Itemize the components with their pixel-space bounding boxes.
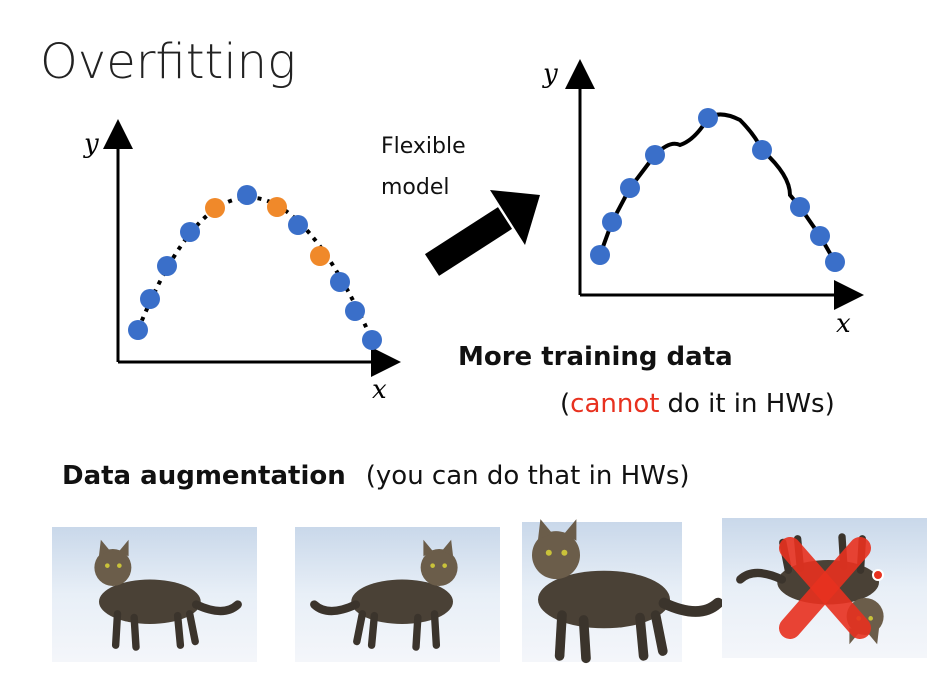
image	[722, 518, 927, 658]
y-label: y	[83, 129, 99, 159]
image	[295, 527, 500, 662]
big-arrow	[424, 207, 513, 276]
title: Overfitting	[40, 34, 296, 90]
big-arrow-head	[490, 190, 540, 245]
highlight: cannot	[570, 389, 659, 419]
augmentation-note: (you can do that in HWs)	[366, 461, 690, 491]
arrow-label: model	[381, 175, 450, 200]
left-plot: y x	[83, 119, 401, 405]
right-plot: y x	[542, 59, 864, 339]
augmentation-line: Data augmentation (you can do that in HWs…	[62, 461, 690, 491]
more-data-heading: More training data	[458, 342, 733, 372]
y-label: y	[542, 59, 558, 89]
arrow-label: Flexible	[381, 134, 466, 159]
x-label: x	[372, 375, 387, 405]
x-label: x	[836, 309, 851, 339]
paren: (	[560, 389, 570, 419]
image	[522, 519, 718, 662]
augmentation-heading: Data augmentation	[62, 461, 346, 491]
image	[52, 527, 257, 662]
note-rest: do it in HWs)	[667, 389, 834, 419]
more-data-note: (cannot do it in HWs)	[560, 389, 835, 419]
